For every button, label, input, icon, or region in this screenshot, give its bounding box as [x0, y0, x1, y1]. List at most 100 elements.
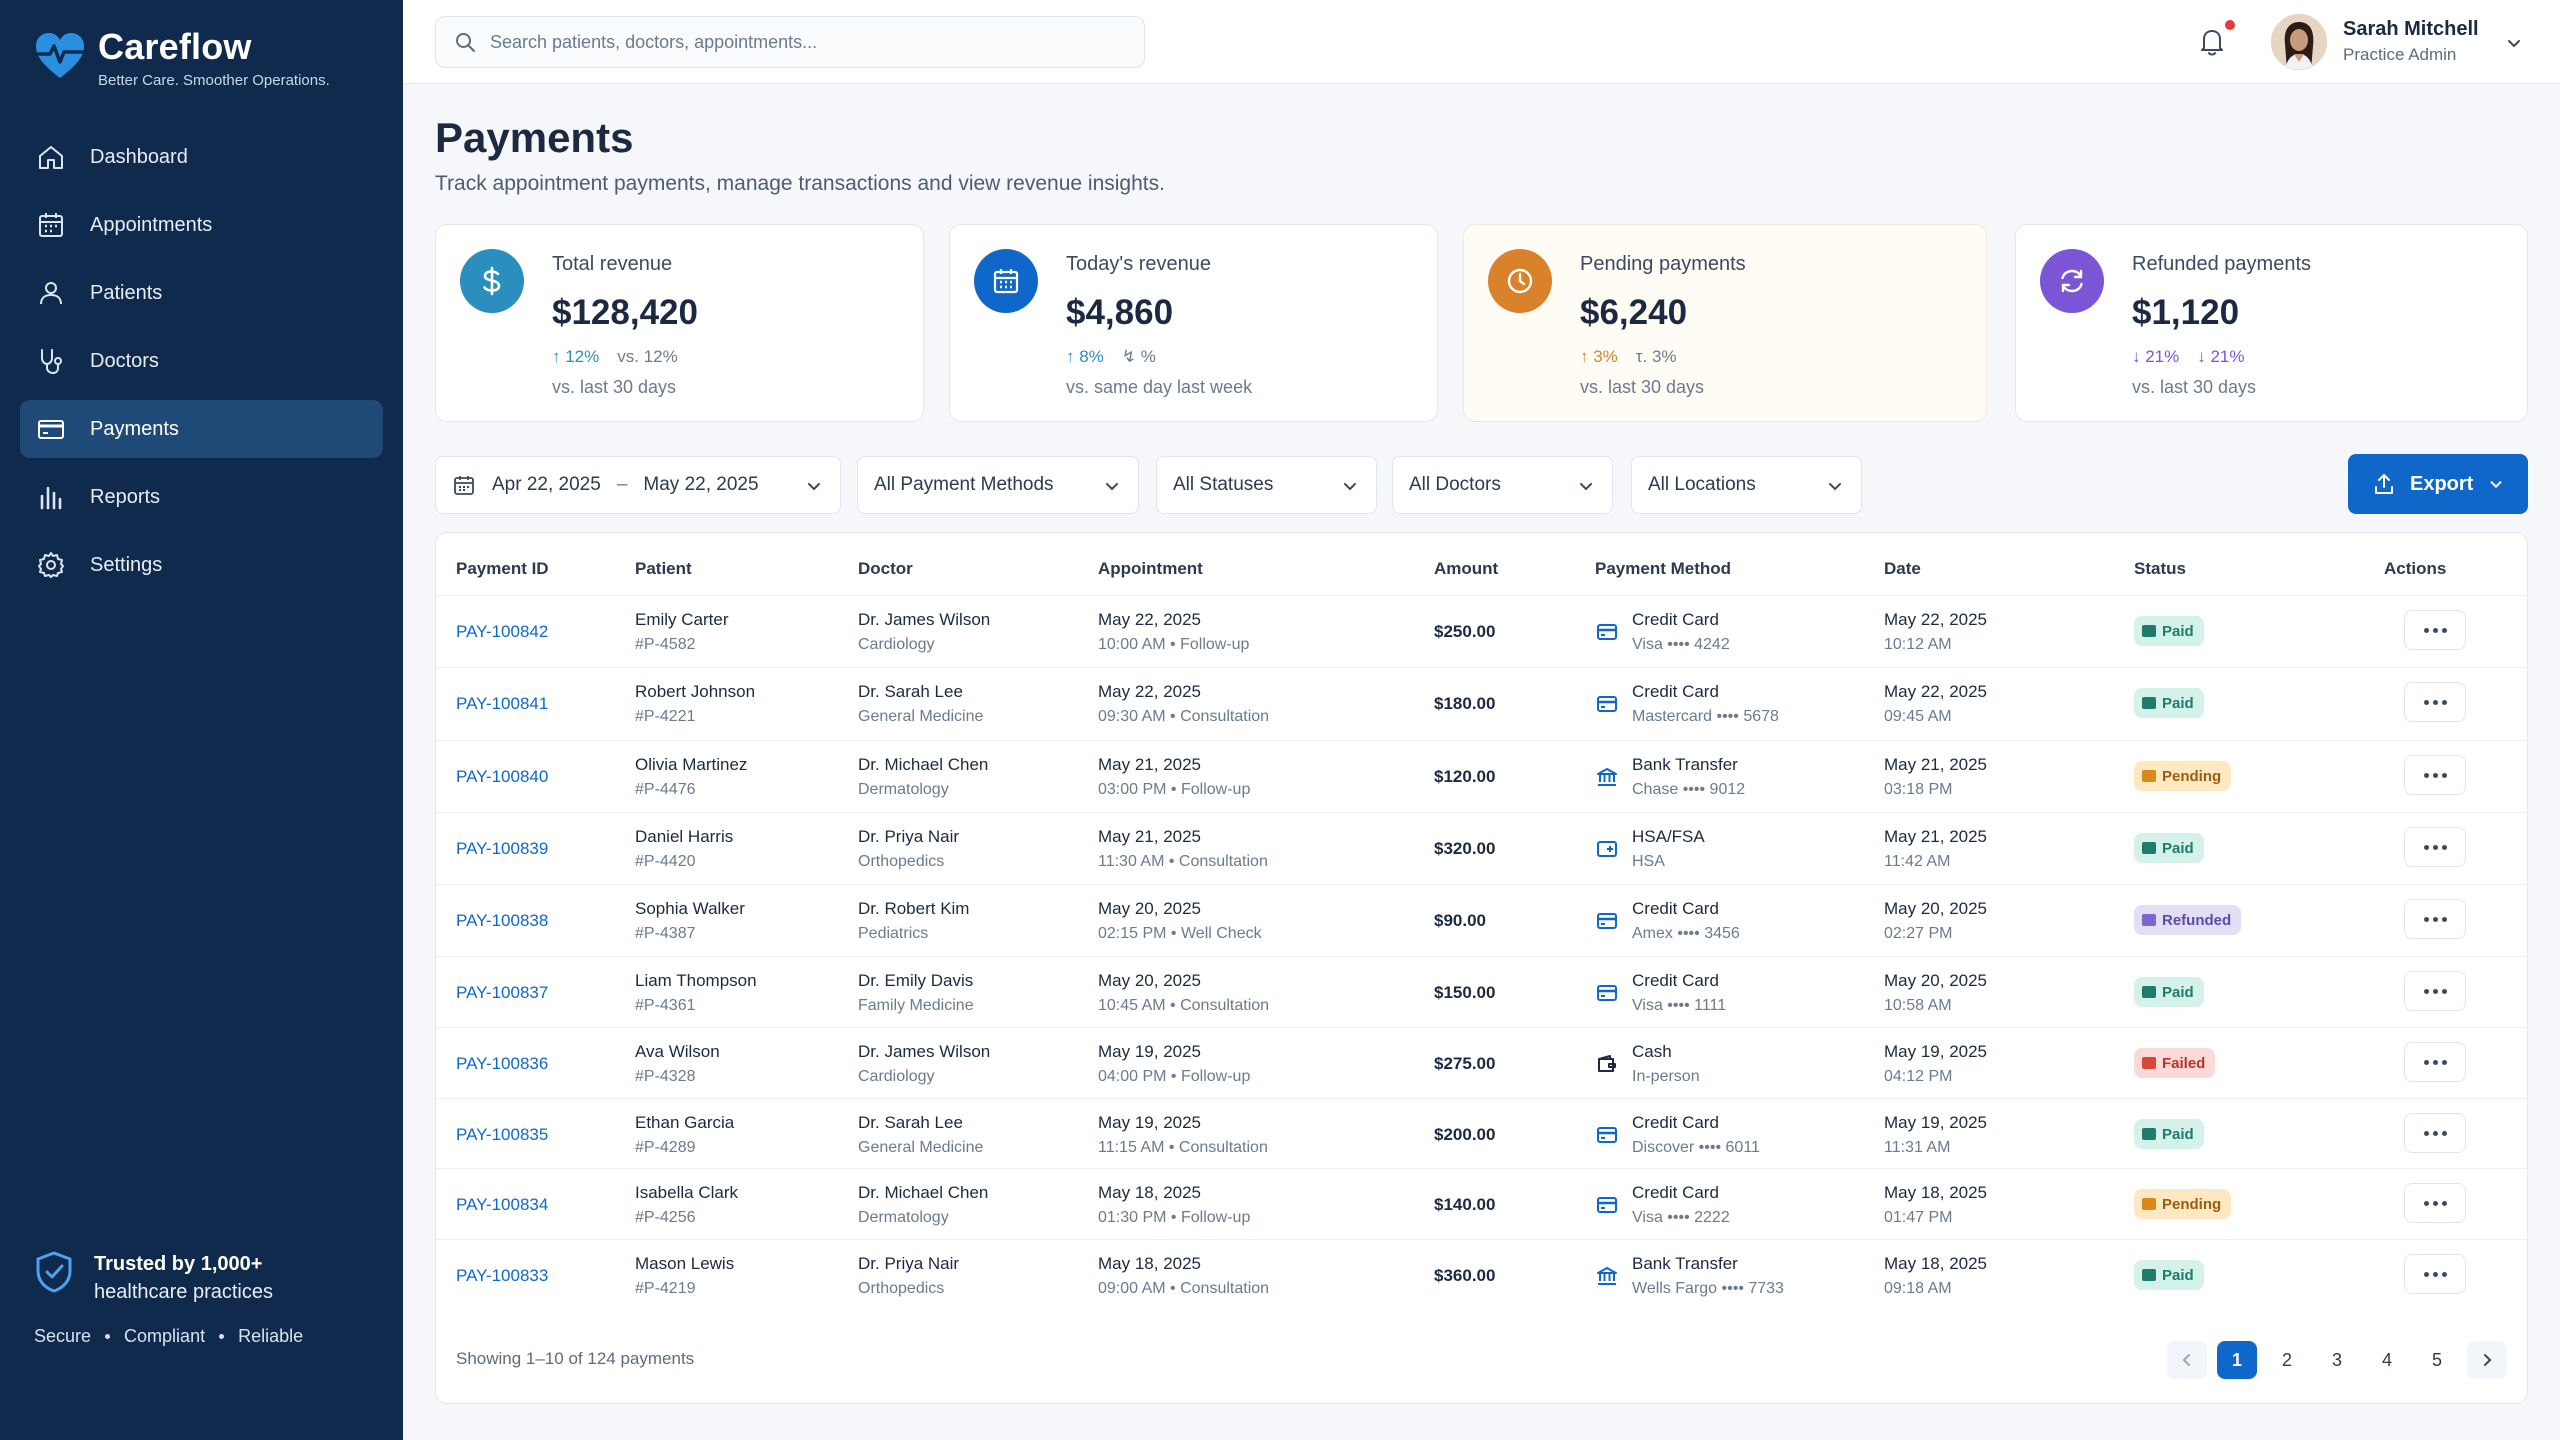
row-actions-button[interactable] [2404, 610, 2466, 650]
payment-id-link[interactable]: PAY-100840 [456, 767, 549, 786]
trust-footer: Secure Compliant Reliable [34, 1326, 303, 1347]
col-header-date[interactable]: Date [1884, 559, 1921, 578]
col-header-amount[interactable]: Amount [1434, 559, 1499, 578]
row-actions-button[interactable] [2404, 827, 2466, 867]
table-row[interactable]: PAY-100837 Liam Thompson #P-4361 Dr. Emily … [436, 956, 2527, 1028]
table-row[interactable]: PAY-100841 Robert Johnson #P-4221 Dr. Sarah… [436, 667, 2527, 739]
col-header-status[interactable]: Status [2134, 559, 2186, 578]
col-header-doctor[interactable]: Doctor [858, 559, 913, 578]
sidebar-item-reports[interactable]: Reports [20, 468, 383, 526]
doctor-select[interactable]: All Doctors [1392, 456, 1613, 514]
location-select[interactable]: All Locations [1631, 456, 1862, 514]
sidebar-item-dashboard[interactable]: Dashboard [20, 128, 383, 186]
row-actions-button[interactable] [2404, 1042, 2466, 1082]
row-actions-button[interactable] [2404, 971, 2466, 1011]
more-dot-icon [2432, 699, 2438, 705]
col-header-payment-id[interactable]: Payment ID [456, 559, 549, 578]
payment-id-link[interactable]: PAY-100833 [456, 1266, 549, 1285]
bell-icon[interactable] [2195, 24, 2229, 58]
payment-time: 11:31 AM [1884, 1139, 1951, 1156]
stat-delta-primary: ↓ 21% [2132, 347, 2180, 366]
doctor-name: Dr. Priya Nair [858, 1254, 960, 1273]
date-range-filter[interactable]: Apr 22, 2025 – May 22, 2025 [435, 456, 841, 514]
status-badge: Paid [2134, 1260, 2204, 1290]
payment-id-link[interactable]: PAY-100836 [456, 1054, 549, 1073]
sidebar-item-doctors[interactable]: Doctors [20, 332, 383, 390]
prev-page-button[interactable] [2167, 1341, 2207, 1379]
payment-id-link[interactable]: PAY-100837 [456, 983, 549, 1002]
export-button[interactable]: Export [2348, 454, 2528, 514]
table-row[interactable]: PAY-100839 Daniel Harris #P-4420 Dr. Priya … [436, 812, 2527, 884]
table-row[interactable]: PAY-100842 Emily Carter #P-4582 Dr. James W… [436, 595, 2527, 667]
status-card-icon [2142, 625, 2156, 637]
row-actions-button[interactable] [2404, 1183, 2466, 1223]
stethoscope-icon [41, 349, 62, 375]
status-select[interactable]: All Statuses [1156, 456, 1377, 514]
next-page-button[interactable] [2467, 1341, 2507, 1379]
patient-cell[interactable]: Ava Wilson #P-4328 [635, 1042, 720, 1086]
patient-cell[interactable]: Mason Lewis #P-4219 [635, 1254, 734, 1298]
table-row[interactable]: PAY-100836 Ava Wilson #P-4328 Dr. James Wil… [436, 1027, 2527, 1099]
sidebar-item-payments[interactable]: Payments [20, 400, 383, 458]
search-box[interactable] [435, 16, 1145, 68]
user-info[interactable]: Sarah Mitchell Practice Admin [2343, 18, 2479, 65]
page-button-2[interactable]: 2 [2281, 1349, 2292, 1370]
patient-cell[interactable]: Daniel Harris #P-4420 [635, 827, 733, 871]
more-dot-icon [2423, 772, 2429, 778]
payment-id-link[interactable]: PAY-100838 [456, 911, 549, 930]
row-actions-button[interactable] [2404, 682, 2466, 722]
page-button-5[interactable]: 5 [2431, 1349, 2442, 1370]
search-input[interactable] [490, 31, 1110, 53]
patient-cell[interactable]: Robert Johnson #P-4221 [635, 682, 755, 726]
page-button-1[interactable]: 1 [2217, 1341, 2257, 1379]
calendar-icon [454, 476, 474, 495]
amount-cell: $360.00 [1434, 1266, 1496, 1285]
sidebar-item-appointments[interactable]: Appointments [20, 196, 383, 254]
date-cell: May 20, 2025 10:58 AM [1884, 971, 1987, 1015]
stat-delta: ↓ 21% ↓ 21% [2132, 347, 2245, 367]
table-row[interactable]: PAY-100840 Olivia Martinez #P-4476 Dr. Mich… [436, 740, 2527, 812]
table-row[interactable]: PAY-100834 Isabella Clark #P-4256 Dr. Micha… [436, 1168, 2527, 1240]
user-role: Practice Admin [2343, 45, 2457, 64]
payment-date: May 21, 2025 [1884, 755, 1988, 774]
stat-delta-primary: ↑ 12% [552, 347, 600, 366]
avatar[interactable] [2271, 14, 2327, 70]
patient-cell[interactable]: Isabella Clark #P-4256 [635, 1183, 738, 1227]
sidebar-item-patients[interactable]: Patients [20, 264, 383, 322]
chevron-down-icon[interactable] [2503, 32, 2525, 54]
table-row[interactable]: PAY-100833 Mason Lewis #P-4219 Dr. Priya Na… [436, 1239, 2527, 1311]
sidebar-item-label: Payments [90, 417, 179, 440]
payment-id-link[interactable]: PAY-100835 [456, 1125, 549, 1144]
appointment-date: May 19, 2025 [1098, 1113, 1202, 1132]
patient-cell[interactable]: Olivia Martinez #P-4476 [635, 755, 747, 799]
payment-id-link[interactable]: PAY-100834 [456, 1195, 549, 1214]
col-header-payment-method[interactable]: Payment Method [1595, 559, 1732, 578]
page-button-4[interactable]: 4 [2381, 1349, 2392, 1370]
payment-id-link[interactable]: PAY-100841 [456, 694, 549, 713]
payment-id-link[interactable]: PAY-100839 [456, 839, 549, 858]
chevron-left-icon [2182, 1354, 2190, 1366]
brand[interactable]: Careflow Better Care. Smoother Operation… [32, 24, 330, 89]
home-icon [39, 146, 63, 169]
trust-foot-item: Compliant [124, 1326, 206, 1346]
table-row[interactable]: PAY-100838 Sophia Walker #P-4387 Dr. Robert… [436, 884, 2527, 956]
payment-id-link[interactable]: PAY-100842 [456, 622, 549, 641]
patient-cell[interactable]: Ethan Garcia #P-4289 [635, 1113, 734, 1157]
sidebar-item-settings[interactable]: Settings [20, 536, 383, 594]
table-row[interactable]: PAY-100835 Ethan Garcia #P-4289 Dr. Sarah L… [436, 1098, 2527, 1170]
col-header-appointment[interactable]: Appointment [1098, 559, 1203, 578]
stat-delta-secondary: τ. 3% [1635, 347, 1677, 366]
stat-delta-primary: ↑ 3% [1580, 347, 1618, 366]
row-actions-button[interactable] [2404, 1254, 2466, 1294]
col-header-patient[interactable]: Patient [635, 559, 692, 578]
patient-cell[interactable]: Emily Carter #P-4582 [635, 610, 729, 654]
page-button-3[interactable]: 3 [2331, 1349, 2342, 1370]
row-actions-button[interactable] [2404, 1113, 2466, 1153]
patient-cell[interactable]: Liam Thompson #P-4361 [635, 971, 757, 1015]
patient-cell[interactable]: Sophia Walker #P-4387 [635, 899, 745, 943]
payment-method-select[interactable]: All Payment Methods [857, 456, 1139, 514]
row-actions-button[interactable] [2404, 899, 2466, 939]
date-cell: May 18, 2025 01:47 PM [1884, 1183, 1987, 1227]
row-actions-button[interactable] [2404, 755, 2466, 795]
gear-icon [38, 552, 64, 578]
